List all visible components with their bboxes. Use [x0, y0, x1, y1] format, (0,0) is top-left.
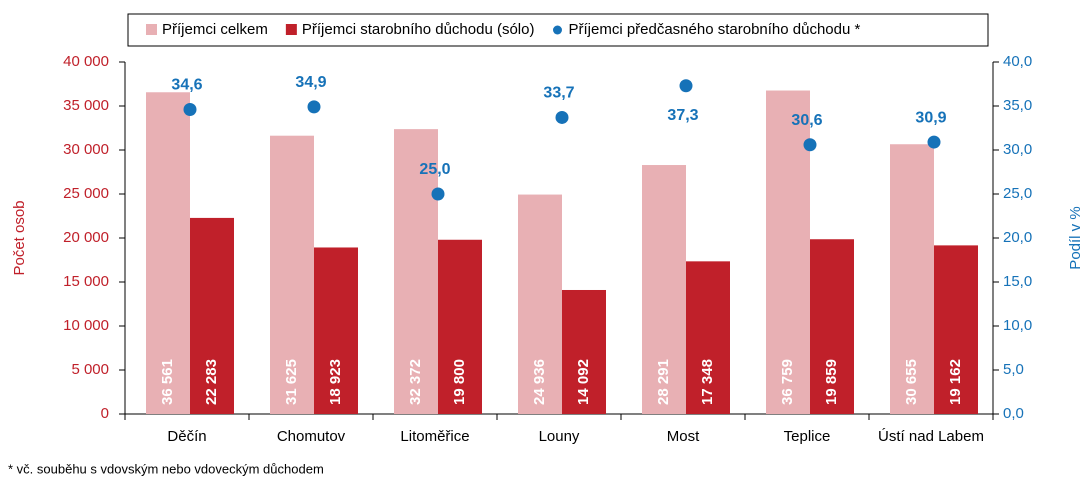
dot-label: 30,6: [791, 112, 822, 129]
bar-label: 32 372: [407, 359, 424, 405]
bar: [642, 165, 686, 414]
legend-label: Příjemci starobního důchodu (sólo): [302, 21, 535, 38]
dot: [431, 187, 445, 201]
y-tick-label: 5 000: [71, 361, 109, 378]
dot: [555, 110, 569, 124]
bar-label: 19 859: [823, 359, 840, 405]
y-tick-label: 0: [101, 405, 109, 422]
dot-label: 25,0: [419, 161, 450, 178]
dot-label: 37,3: [667, 107, 698, 124]
legend-box: [127, 13, 989, 47]
x-tick-label: Litoměřice: [400, 428, 470, 445]
dot: [307, 100, 321, 114]
bar: [190, 217, 234, 414]
bar: [934, 245, 978, 414]
bar: [562, 289, 606, 414]
y-tick-label: 40 000: [63, 53, 109, 70]
bar-label: 28 291: [655, 359, 672, 405]
x-tick-label: Chomutov: [276, 428, 346, 445]
legend-marker: [552, 25, 562, 35]
x-tick-label: Most: [666, 428, 700, 445]
bar: [686, 261, 730, 414]
x-tick-label: Děčín: [167, 428, 207, 445]
y2-tick-label: 35,0: [1003, 97, 1032, 114]
y-axis-title: Počet osob: [11, 200, 28, 275]
y-tick-label: 30 000: [63, 141, 109, 158]
bar-label: 19 162: [947, 359, 964, 405]
dot: [927, 135, 941, 149]
bar: [314, 247, 358, 414]
y2-tick-label: 10,0: [1003, 317, 1032, 334]
bar: [438, 239, 482, 414]
y2-tick-label: 30,0: [1003, 141, 1032, 158]
footnote: * vč. souběhu s vdovským nebo vdoveckým …: [8, 461, 324, 476]
y-tick-label: 20 000: [63, 229, 109, 246]
y2-axis-title: Podíl v %: [1067, 206, 1084, 269]
bar: [518, 194, 562, 414]
y2-tick-label: 15,0: [1003, 273, 1032, 290]
dot-label: 34,6: [171, 77, 202, 94]
bar-label: 24 936: [531, 359, 548, 405]
y-tick-label: 25 000: [63, 185, 109, 202]
y-tick-label: 10 000: [63, 317, 109, 334]
y2-tick-label: 40,0: [1003, 53, 1032, 70]
legend-label: Příjemci celkem: [162, 21, 268, 38]
legend-marker: [146, 24, 157, 35]
dot-label: 33,7: [543, 85, 574, 102]
dot-label: 34,9: [295, 74, 326, 91]
x-tick-label: Louny: [538, 428, 580, 445]
bar: [270, 135, 314, 414]
bar-label: 31 625: [283, 359, 300, 405]
label-bg: [656, 103, 716, 128]
bar-label: 36 759: [779, 359, 796, 405]
y-tick-label: 35 000: [63, 97, 109, 114]
bar-label: 36 561: [159, 359, 176, 405]
y2-tick-label: 25,0: [1003, 185, 1032, 202]
y-tick-label: 15 000: [63, 273, 109, 290]
y2-tick-label: 0,0: [1003, 405, 1024, 422]
bar: [890, 144, 934, 414]
bar-label: 17 348: [699, 359, 716, 405]
bar-label: 22 283: [203, 359, 220, 405]
bar-label: 18 923: [327, 359, 344, 405]
bar: [810, 239, 854, 414]
x-tick-label: Ústí nad Labem: [878, 428, 984, 445]
x-tick-label: Teplice: [783, 428, 831, 445]
y2-tick-label: 20,0: [1003, 229, 1032, 246]
dot: [679, 79, 693, 93]
bar-label: 30 655: [903, 359, 920, 405]
dot: [803, 138, 817, 152]
bar-label: 14 092: [575, 359, 592, 405]
legend-marker: [285, 24, 297, 35]
dot-label: 30,9: [915, 109, 946, 126]
dot: [183, 103, 197, 117]
bar-label: 19 800: [451, 359, 468, 405]
bar: [766, 90, 810, 414]
bar: [146, 92, 190, 415]
y2-tick-label: 5,0: [1003, 361, 1024, 378]
legend-label: Příjemci předčasného starobního důchodu …: [568, 21, 860, 38]
bar: [394, 129, 438, 414]
